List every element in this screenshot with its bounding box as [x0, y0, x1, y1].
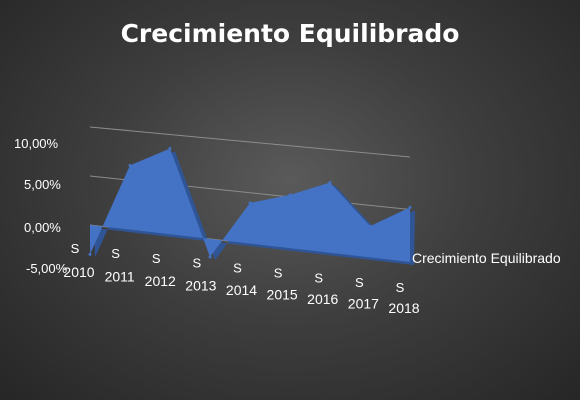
plot-area [88, 146, 415, 265]
x-axis-ticks: S 2010 S 2011 S 2012 S 2013 S 2014 S 2015 S 2016 S 2017… [63, 241, 419, 316]
category-marker-2016: S [314, 270, 323, 285]
category-marker-2014: S [233, 261, 242, 276]
data-point-2010 [88, 252, 92, 256]
data-point-2018 [408, 205, 412, 209]
x-tick-label-2014: 2014 [226, 282, 257, 298]
x-tick-label-2012: 2012 [145, 273, 176, 289]
y-tick-label-1: 5,00% [24, 177, 61, 192]
chart-title: Crecimiento Equilibrado [121, 19, 460, 48]
x-tick-label-2015: 2015 [267, 287, 298, 303]
data-point-2012 [168, 146, 172, 150]
area-series-0 [90, 148, 410, 262]
category-marker-2017: S [355, 275, 364, 290]
category-marker-2012: S [152, 251, 161, 266]
x-tick-label-2013: 2013 [185, 278, 216, 294]
gridline-0 [89, 126, 411, 158]
category-marker-2013: S [193, 256, 202, 271]
x-tick-label-2017: 2017 [348, 296, 379, 312]
y-axis-ticks: 10,00% 5,00% 0,00% -5,00% [14, 136, 68, 276]
y-tick-label-3: -5,00% [26, 261, 68, 276]
data-point-2015 [288, 193, 292, 197]
x-tick-label-2010: 2010 [63, 264, 94, 280]
data-point-2014 [248, 201, 252, 205]
x-tick-label-2016: 2016 [307, 291, 338, 307]
y-tick-label-0: 10,00% [14, 136, 59, 151]
category-marker-2015: S [274, 265, 283, 280]
series-label: Crecimiento Equilibrado [412, 250, 561, 266]
data-point-2017 [368, 224, 372, 228]
data-point-2016 [328, 181, 332, 185]
data-point-2013 [208, 255, 212, 259]
x-tick-label-2011: 2011 [105, 269, 135, 285]
x-tick-label-2018: 2018 [388, 300, 419, 316]
y-tick-label-2: 0,00% [24, 220, 61, 235]
data-point-2011 [128, 163, 132, 167]
category-marker-2011: S [111, 246, 120, 261]
category-marker-2018: S [396, 280, 405, 295]
category-marker-2010: S [71, 241, 80, 256]
